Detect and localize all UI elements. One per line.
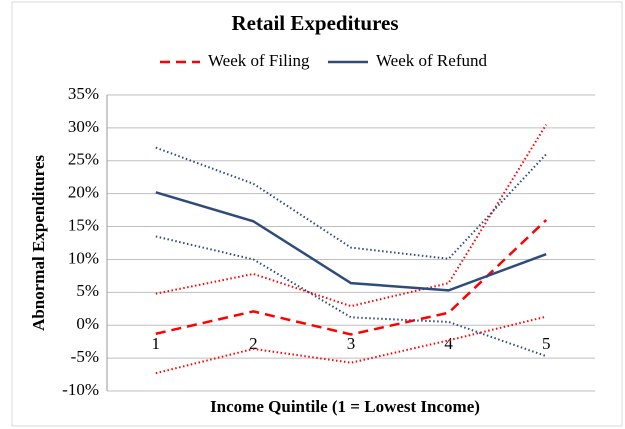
y-tick-label: -5% [71,347,99,366]
x-tick-label: 4 [444,334,453,353]
y-tick-label: 35% [68,84,99,103]
y-tick-label: 10% [68,248,99,267]
series-line [155,219,548,336]
y-axis-label: Abnormal Expenditures [29,155,48,331]
x-tick-label: 3 [347,334,356,353]
y-tick-label: 20% [68,183,99,202]
chart-border [11,1,623,427]
x-axis-label: Income Quintile (1 = Lowest Income) [210,397,480,416]
upper-bound-line [155,146,547,260]
x-tick-label: 2 [249,334,258,353]
upper-bound-line [155,124,548,308]
x-tick-label: 5 [542,334,551,353]
y-tick-label: -10% [62,380,99,399]
y-tick-label: 0% [76,314,99,333]
lower-bound-line [155,315,547,375]
y-tick-label: 15% [68,215,99,234]
x-tick-label: 1 [152,334,161,353]
legend-label: Week of Refund [376,51,487,70]
y-tick-label: 5% [76,281,99,300]
chart-title: Retail Expeditures [231,11,398,35]
y-tick-label: 25% [68,150,99,169]
legend-label: Week of Filing [208,51,310,70]
series-line [155,191,547,292]
y-tick-label: 30% [68,117,99,136]
